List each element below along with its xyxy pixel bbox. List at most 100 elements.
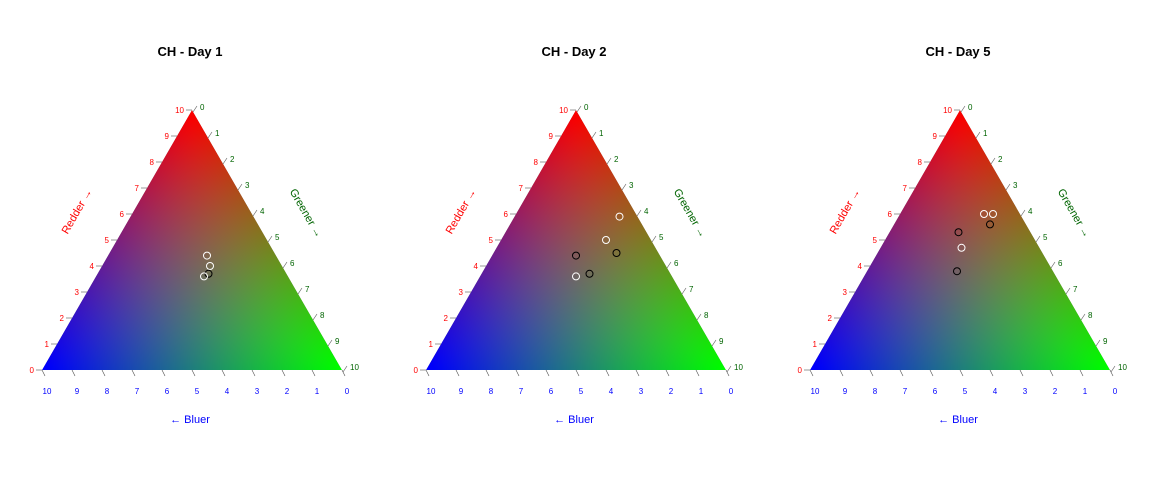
green-tick — [960, 105, 966, 113]
green-tick — [651, 235, 657, 243]
green-tick — [237, 183, 243, 191]
green-tick — [606, 157, 612, 165]
green-tick-label: 6 — [290, 259, 295, 268]
blue-tick-label: 9 — [75, 387, 80, 396]
data-point — [602, 236, 610, 244]
green-tick-label: 7 — [305, 285, 310, 294]
green-tick — [666, 261, 672, 269]
blue-tick-label: 7 — [135, 387, 140, 396]
color-fill — [810, 110, 1110, 370]
red-tick-label: 7 — [519, 184, 524, 193]
blue-tick-label: 4 — [993, 387, 998, 396]
blue-tick-label: 8 — [873, 387, 878, 396]
blue-tick-label: 0 — [1113, 387, 1118, 396]
red-tick-label: 10 — [943, 106, 952, 115]
chart-title: CH - Day 5 — [925, 44, 990, 59]
red-tick-label: 6 — [504, 210, 509, 219]
blue-tick-label: 1 — [699, 387, 704, 396]
green-tick-label: 0 — [968, 103, 973, 112]
blue-tick — [221, 369, 226, 377]
blue-tick — [515, 369, 520, 377]
data-point — [612, 249, 621, 257]
green-tick-label: 8 — [1088, 311, 1093, 320]
blue-tick — [725, 369, 730, 377]
red-axis-label: Redder → — [444, 187, 479, 236]
blue-axis-label: ← Bluer — [938, 414, 978, 426]
green-tick — [696, 313, 702, 321]
green-tick — [1095, 339, 1101, 347]
blue-tick — [191, 369, 196, 377]
blue-tick-label: 6 — [933, 387, 938, 396]
green-tick — [312, 313, 318, 321]
green-tick — [1050, 261, 1056, 269]
red-tick-label: 8 — [534, 158, 539, 167]
color-fill — [426, 110, 726, 370]
green-tick-label: 5 — [1043, 233, 1048, 242]
blue-tick — [809, 369, 814, 377]
blue-tick — [1019, 369, 1024, 377]
blue-tick-label: 3 — [1023, 387, 1028, 396]
green-tick-label: 2 — [230, 155, 235, 164]
green-tick — [621, 183, 627, 191]
blue-tick — [341, 369, 346, 377]
blue-tick — [1049, 369, 1054, 377]
red-tick-label: 2 — [60, 314, 65, 323]
blue-tick-label: 3 — [639, 387, 644, 396]
blue-tick — [665, 369, 670, 377]
data-point — [585, 269, 594, 278]
data-point — [200, 272, 208, 281]
green-tick-label: 2 — [998, 155, 1003, 164]
blue-tick-label: 9 — [459, 387, 464, 396]
green-tick-label: 1 — [983, 129, 988, 138]
blue-tick — [575, 369, 580, 377]
blue-tick-label: 3 — [255, 387, 260, 396]
red-axis-label: Redder → — [60, 187, 95, 236]
red-tick-label: 6 — [120, 210, 125, 219]
green-tick — [1065, 287, 1071, 295]
blue-tick — [929, 369, 934, 377]
green-tick-label: 4 — [644, 207, 649, 216]
red-tick-label: 3 — [75, 288, 80, 297]
green-tick-label: 1 — [599, 129, 604, 138]
green-tick — [222, 157, 228, 165]
red-tick-label: 3 — [459, 288, 464, 297]
blue-tick-label: 2 — [285, 387, 290, 396]
blue-tick-label: 8 — [489, 387, 494, 396]
red-tick-label: 8 — [150, 158, 155, 167]
green-tick-label: 10 — [734, 363, 743, 372]
green-tick-label: 9 — [719, 337, 724, 346]
red-tick-label: 4 — [474, 262, 479, 271]
green-tick-label: 5 — [275, 233, 280, 242]
red-axis-label: Redder → — [828, 187, 863, 236]
green-tick-label: 7 — [1073, 285, 1078, 294]
green-tick-label: 0 — [200, 103, 205, 112]
green-tick-label: 4 — [1028, 207, 1033, 216]
green-tick — [282, 261, 288, 269]
red-tick-label: 6 — [888, 210, 893, 219]
data-point — [986, 220, 994, 229]
green-tick-label: 3 — [629, 181, 634, 190]
blue-tick — [101, 369, 106, 377]
red-tick-label: 8 — [918, 158, 923, 167]
data-point — [957, 243, 966, 252]
green-tick — [636, 209, 642, 217]
green-tick — [1080, 313, 1086, 321]
blue-tick-label: 6 — [165, 387, 170, 396]
blue-tick — [605, 369, 610, 377]
chart-title: CH - Day 2 — [541, 44, 606, 59]
blue-tick — [425, 369, 430, 377]
blue-tick-label: 7 — [903, 387, 908, 396]
green-tick-label: 8 — [320, 311, 325, 320]
red-tick-label: 0 — [798, 366, 803, 375]
green-tick — [267, 235, 273, 243]
green-tick-label: 4 — [260, 207, 265, 216]
blue-tick-label: 5 — [579, 387, 584, 396]
blue-tick — [1109, 369, 1114, 377]
green-tick-label: 5 — [659, 233, 664, 242]
blue-tick-label: 2 — [1053, 387, 1058, 396]
green-tick — [342, 365, 348, 373]
red-tick-label: 1 — [813, 340, 818, 349]
data-point — [206, 262, 214, 270]
blue-tick — [959, 369, 964, 377]
